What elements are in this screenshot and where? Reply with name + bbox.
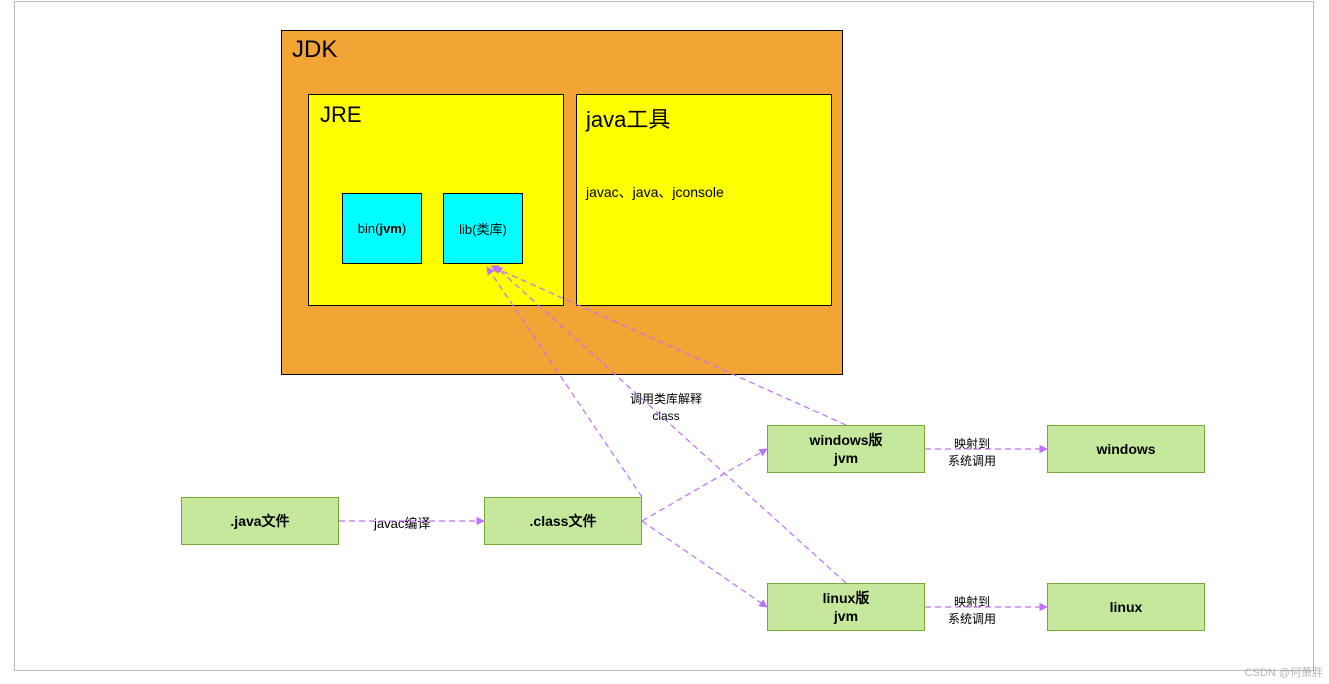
node-label: linux版 jvm bbox=[823, 589, 870, 625]
node-label: linux bbox=[1110, 598, 1143, 616]
node-windows-os: windows bbox=[1047, 425, 1205, 473]
watermark: CSDN @何萧胖 bbox=[1245, 664, 1323, 680]
node-windows-jvm: windows版 jvm bbox=[767, 425, 925, 473]
bin-jvm-box: bin(jvm) bbox=[342, 193, 422, 264]
lib-box: lib(类库) bbox=[443, 193, 523, 264]
node-label: windows bbox=[1096, 440, 1155, 458]
jre-title: JRE bbox=[320, 102, 362, 128]
edge-label-win-map: 映射到 系统调用 bbox=[948, 436, 996, 470]
node-class-file: .class文件 bbox=[484, 497, 642, 545]
edge-label-lib-call: 调用类库解释 class bbox=[630, 391, 702, 425]
node-linux-os: linux bbox=[1047, 583, 1205, 631]
node-java-file: .java文件 bbox=[181, 497, 339, 545]
edge-label-linux-map: 映射到 系统调用 bbox=[948, 594, 996, 628]
lib-label: lib(类库) bbox=[459, 219, 507, 238]
node-label: windows版 jvm bbox=[809, 431, 882, 467]
jdk-title: JDK bbox=[292, 36, 337, 64]
node-label: .java文件 bbox=[230, 512, 289, 530]
node-linux-jvm: linux版 jvm bbox=[767, 583, 925, 631]
edge-label-javac: javac编译 bbox=[374, 513, 430, 532]
node-label: .class文件 bbox=[530, 512, 597, 530]
bin-jvm-label: bin(jvm) bbox=[358, 221, 406, 236]
java-tools-body: javac、java、jconsole bbox=[586, 182, 724, 202]
java-tools-title: java工具 bbox=[586, 102, 670, 134]
